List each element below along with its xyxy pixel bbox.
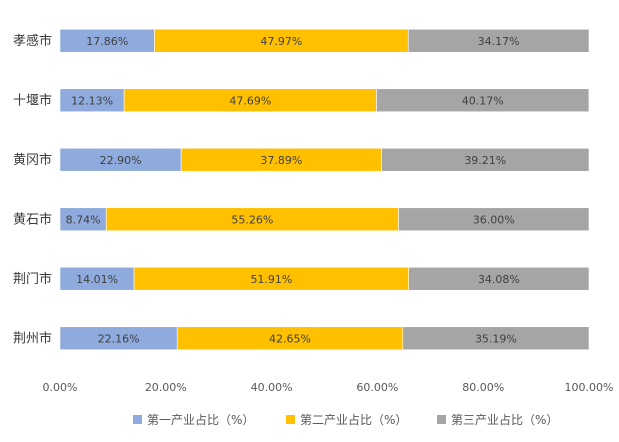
x-axis-ticks: 0.00% 20.00% 40.00% 60.00% 80.00% 100.00% [43, 381, 614, 394]
legend-label: 第一产业占比（%） [147, 412, 254, 427]
data-label: 14.01% [76, 273, 118, 286]
legend-swatch [133, 415, 142, 424]
category-label: 孝感市 [13, 33, 52, 49]
data-label: 42.65% [269, 332, 311, 345]
data-label: 22.90% [100, 154, 142, 167]
x-tick-label: 0.00% [43, 381, 78, 394]
data-label: 34.17% [478, 35, 520, 48]
bars-layer: 17.86% 47.97% 34.17% 12.13% 47.69% 40.17% 22.9… [59, 28, 590, 351]
data-label: 37.89% [260, 154, 302, 167]
x-tick-label: 40.00% [251, 381, 293, 394]
bar-segment [407, 28, 590, 53]
legend: 第一产业占比（%） 第二产业占比（%） 第三产业占比（%） [133, 412, 558, 427]
x-tick-label: 80.00% [462, 381, 504, 394]
category-label: 荆州市 [13, 330, 52, 346]
data-label: 12.13% [71, 94, 113, 107]
data-label: 22.16% [98, 332, 140, 345]
x-tick-label: 100.00% [565, 381, 614, 394]
data-label: 47.97% [260, 35, 302, 48]
data-label: 8.74% [66, 213, 101, 226]
data-label: 36.00% [473, 213, 515, 226]
bar-segment [398, 207, 590, 232]
data-label: 35.19% [475, 332, 517, 345]
category-label: 荆门市 [13, 271, 52, 287]
data-label: 39.21% [464, 154, 506, 167]
legend-swatch [437, 415, 446, 424]
category-label: 黄石市 [13, 211, 52, 227]
data-label: 17.86% [86, 35, 128, 48]
x-tick-label: 20.00% [145, 381, 187, 394]
bar-segment [402, 326, 590, 351]
bar-segment [408, 266, 590, 291]
legend-label: 第二产业占比（%） [300, 412, 407, 427]
legend-swatch [286, 415, 295, 424]
x-tick-label: 60.00% [356, 381, 398, 394]
bar-segment [381, 147, 590, 172]
category-label: 十堰市 [13, 92, 52, 108]
data-label: 47.69% [229, 94, 271, 107]
data-label: 40.17% [462, 94, 504, 107]
data-label: 55.26% [231, 213, 273, 226]
category-label: 黄冈市 [13, 152, 52, 168]
legend-label: 第三产业占比（%） [451, 412, 558, 427]
data-label: 34.08% [478, 273, 520, 286]
data-label: 51.91% [250, 273, 292, 286]
bar-segment [376, 88, 590, 113]
